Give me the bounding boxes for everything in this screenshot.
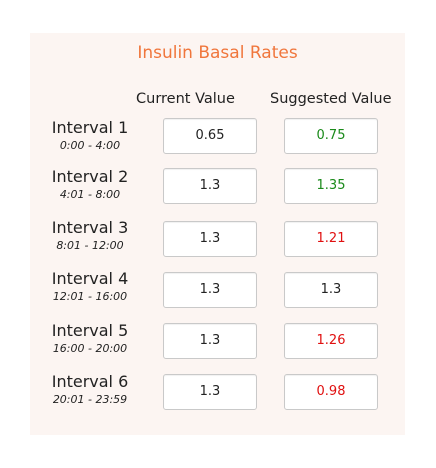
interval-label: Interval 5 16:00 - 20:00 <box>30 321 150 356</box>
interval-name: Interval 5 <box>51 321 129 340</box>
interval-label: Interval 2 4:01 - 8:00 <box>30 167 150 202</box>
interval-row-6: Interval 6 20:01 - 23:59 1.3 0.98 <box>30 372 405 424</box>
current-value-field[interactable]: 1.3 <box>163 272 257 308</box>
interval-time-range: 12:01 - 16:00 <box>52 290 128 303</box>
interval-time-range: 0:00 - 4:00 <box>59 139 121 152</box>
suggested-value-field[interactable]: 1.21 <box>284 221 378 257</box>
current-value-field[interactable]: 1.3 <box>163 374 257 410</box>
interval-row-1: Interval 1 0:00 - 4:00 0.65 0.75 <box>30 115 405 167</box>
interval-time-range: 4:01 - 8:00 <box>59 188 121 201</box>
interval-row-2: Interval 2 4:01 - 8:00 1.3 1.35 <box>30 167 405 219</box>
suggested-value-field[interactable]: 1.3 <box>284 272 378 308</box>
interval-name: Interval 3 <box>51 218 129 237</box>
interval-label: Interval 1 0:00 - 4:00 <box>30 118 150 153</box>
suggested-value-field[interactable]: 1.35 <box>284 168 378 204</box>
interval-row-5: Interval 5 16:00 - 20:00 1.3 1.26 <box>30 321 405 373</box>
interval-name: Interval 4 <box>51 269 129 288</box>
interval-row-3: Interval 3 8:01 - 12:00 1.3 1.21 <box>30 218 405 270</box>
interval-label: Interval 6 20:01 - 23:59 <box>30 372 150 407</box>
interval-row-4: Interval 4 12:01 - 16:00 1.3 1.3 <box>30 269 405 321</box>
interval-name: Interval 2 <box>51 167 129 186</box>
current-value-field[interactable]: 1.3 <box>163 221 257 257</box>
basal-rates-panel: Insulin Basal Rates Current Value Sugges… <box>30 33 405 435</box>
suggested-value-header: Suggested Value <box>270 91 392 107</box>
interval-time-range: 16:00 - 20:00 <box>52 342 128 355</box>
interval-name: Interval 6 <box>51 372 129 391</box>
current-value-field[interactable]: 1.3 <box>163 168 257 204</box>
interval-name: Interval 1 <box>51 118 129 137</box>
suggested-value-field[interactable]: 1.26 <box>284 323 378 359</box>
suggested-value-field[interactable]: 0.75 <box>284 118 378 154</box>
suggested-value-field[interactable]: 0.98 <box>284 374 378 410</box>
current-value-field[interactable]: 1.3 <box>163 323 257 359</box>
interval-time-range: 8:01 - 12:00 <box>56 239 124 252</box>
interval-label: Interval 4 12:01 - 16:00 <box>30 269 150 304</box>
panel-title: Insulin Basal Rates <box>137 43 298 63</box>
interval-label: Interval 3 8:01 - 12:00 <box>30 218 150 253</box>
current-value-header: Current Value <box>136 91 235 107</box>
interval-time-range: 20:01 - 23:59 <box>52 393 128 406</box>
current-value-field[interactable]: 0.65 <box>163 118 257 154</box>
